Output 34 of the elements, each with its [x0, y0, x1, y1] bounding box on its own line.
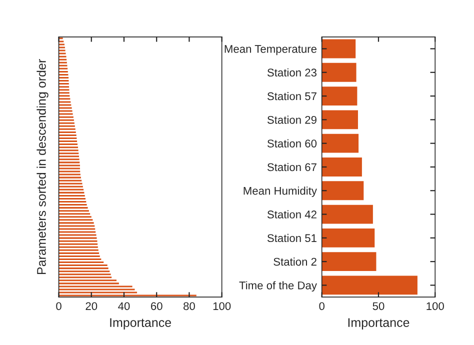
x-tick-label: 60: [150, 302, 162, 310]
y-tick-label: Station 51: [267, 234, 316, 242]
bar: [322, 204, 373, 224]
bar: [322, 134, 359, 153]
x-tick-label: 80: [184, 302, 195, 310]
y-tick-label: Station 57: [267, 92, 316, 100]
bar: [322, 181, 364, 200]
x-tick-label: 0: [56, 302, 62, 310]
x-tick-label: 100: [426, 302, 444, 310]
bar: [322, 276, 418, 295]
bar: [322, 62, 356, 82]
bar: [322, 158, 362, 176]
x-axis-title: Importance: [110, 318, 172, 330]
y-axis-title: Parameters sorted in descending order: [36, 59, 48, 274]
y-tick-label: Station 2: [274, 258, 316, 266]
y-tick-label: Mean Temperature: [224, 45, 316, 56]
bar: [322, 252, 376, 272]
bar: [322, 110, 358, 130]
x-tick-label: 0: [319, 302, 324, 310]
bar: [322, 228, 375, 248]
x-tick-label: 50: [372, 302, 384, 310]
y-tick-label: Station 42: [267, 210, 316, 218]
y-tick-label: Station 29: [267, 116, 316, 124]
y-tick-label: Station 60: [267, 139, 317, 148]
x-tick-label: 100: [213, 302, 231, 310]
y-tick-label: Station 67: [267, 162, 316, 172]
x-tick-label: 20: [86, 302, 98, 310]
bar: [322, 39, 356, 58]
x-axis-title: Importance: [348, 318, 410, 330]
y-tick-label: Station 23: [267, 68, 316, 77]
bar: [322, 86, 358, 106]
x-tick-label: 40: [118, 302, 130, 310]
y-tick-label: Time of the Day: [239, 281, 317, 292]
y-tick-label: Mean Humidity: [244, 186, 317, 197]
